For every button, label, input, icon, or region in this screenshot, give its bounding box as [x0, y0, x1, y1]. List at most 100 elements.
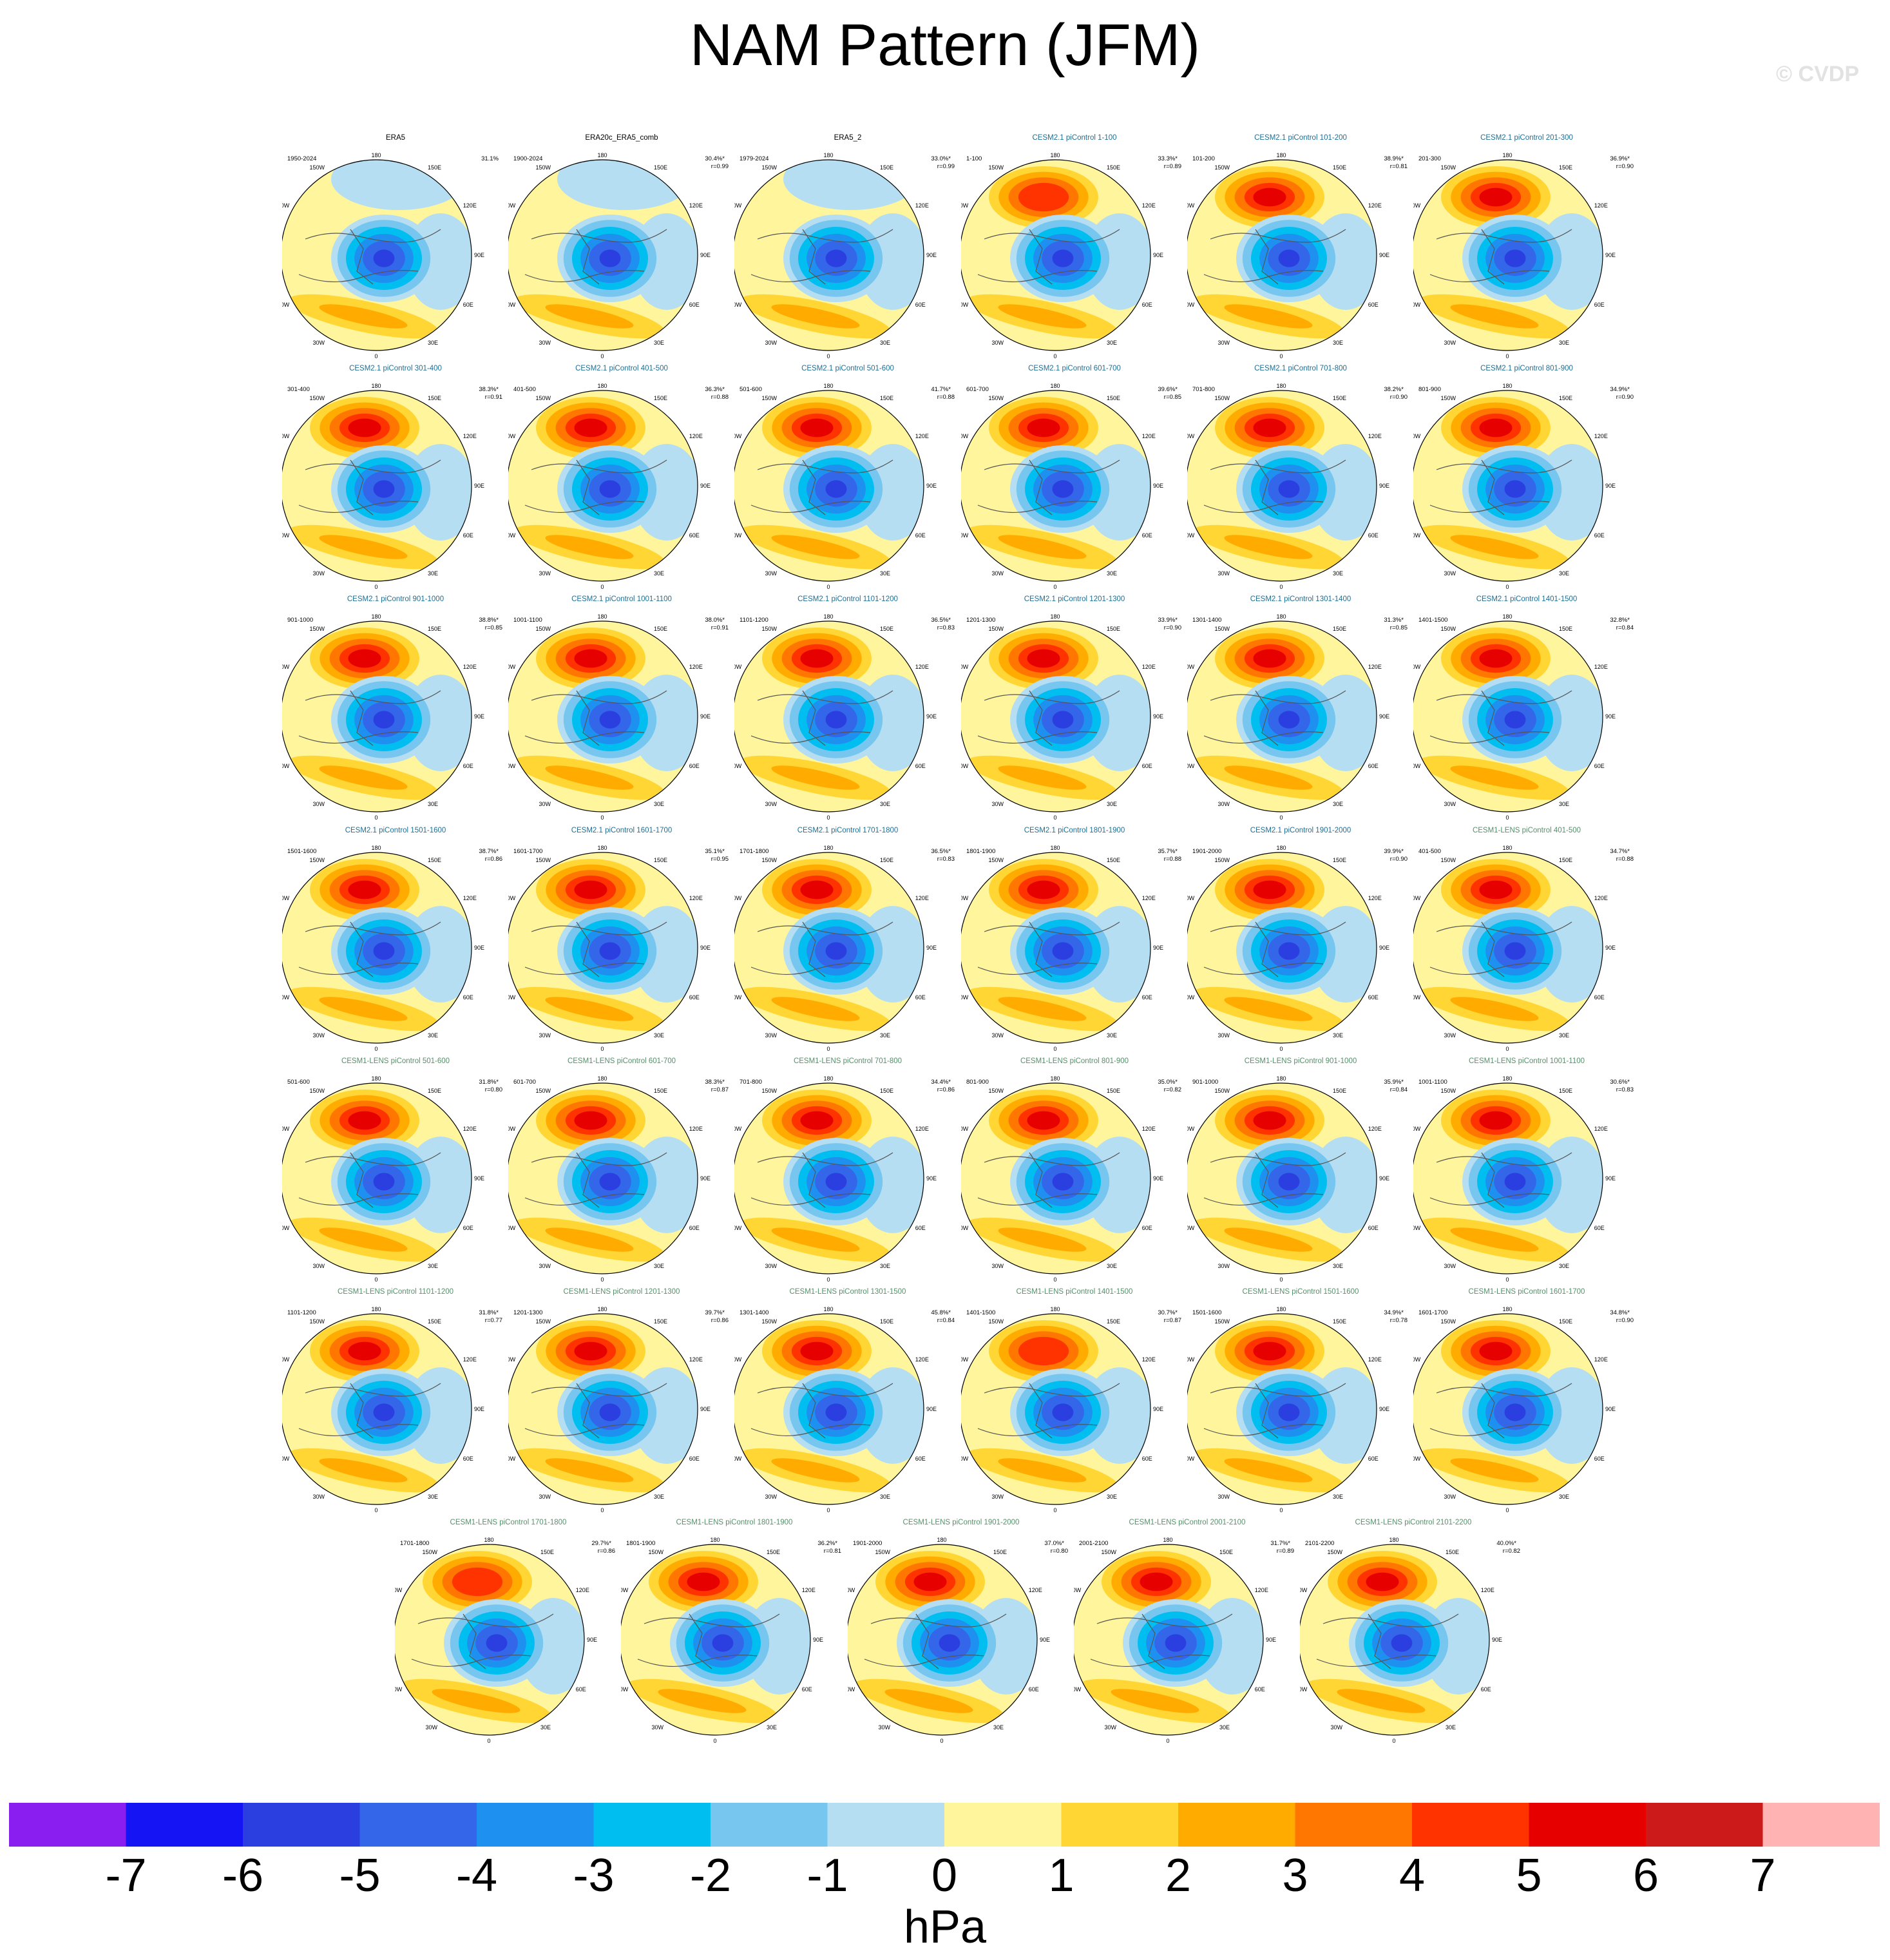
longitude-label: 30W — [312, 1263, 325, 1269]
map-rim — [282, 159, 472, 351]
panel-variance-explained: 36.5%* — [931, 848, 951, 855]
longitude-label: 120E — [802, 1587, 816, 1593]
longitude-label: 90E — [1379, 1406, 1389, 1412]
longitude-label: 120W — [1187, 895, 1195, 901]
longitude-label: 30E — [880, 1263, 890, 1269]
longitude-label: 60E — [689, 763, 700, 769]
longitude-label: 60E — [1142, 532, 1152, 539]
longitude-label: 120W — [282, 433, 290, 439]
coastline — [1203, 1152, 1346, 1208]
longitude-label: 60E — [1255, 1686, 1265, 1693]
panel-pattern-correlation: r=0.83 — [937, 624, 955, 631]
longitude-label: 150W — [1440, 1318, 1456, 1325]
panel-pattern-correlation: r=0.90 — [1163, 624, 1181, 631]
polar-map: 180090W90E150W150E120W120E60W60E30W30E — [1074, 1537, 1276, 1744]
map-panel: 180090W90E150W150E120W120E60W60E30W30ECE… — [1187, 365, 1414, 593]
pacific-high-contour — [1027, 880, 1060, 899]
map-rim — [508, 1082, 698, 1274]
longitude-label: 0 — [826, 1046, 830, 1052]
longitude-label: 0 — [374, 1276, 377, 1283]
longitude-label: 150W — [761, 395, 777, 401]
arctic-low-contour — [373, 480, 395, 498]
longitude-label: 0 — [1053, 1276, 1056, 1283]
polar-map: 180090W90E150W150E120W120E60W60E30W30E — [734, 383, 937, 590]
longitude-label: 180 — [484, 1537, 493, 1543]
colorbar-swatch — [477, 1803, 594, 1847]
map-rim — [1300, 1544, 1490, 1736]
longitude-label: 120W — [1187, 1356, 1195, 1363]
longitude-label: 30W — [1217, 1494, 1230, 1500]
longitude-label: 60W — [395, 1686, 403, 1693]
longitude-label: 150E — [428, 164, 441, 171]
longitude-label: 180 — [1502, 845, 1512, 851]
longitude-label: 150E — [428, 1318, 441, 1325]
map-panel: 180090W90E150W150E120W120E60W60E30W30ECE… — [961, 827, 1188, 1055]
map-panel: 180090W90E150W150E120W120E60W60E30W30ECE… — [848, 1519, 1074, 1747]
pacific-high-contour — [1366, 1572, 1399, 1591]
positive-anomaly-band-core — [319, 1458, 408, 1483]
longitude-label: 30E — [1333, 340, 1343, 346]
longitude-label: 150E — [1219, 1549, 1233, 1555]
panel-variance-explained: 34.8%* — [1610, 1309, 1630, 1316]
coastline — [637, 1613, 780, 1669]
longitude-label: 120W — [1187, 202, 1195, 209]
longitude-label: 90E — [474, 945, 484, 951]
longitude-label: 30W — [1444, 1263, 1456, 1269]
longitude-label: 30W — [1217, 1032, 1230, 1039]
panel-title: CESM1-LENS piControl 401-500 — [1472, 827, 1581, 834]
longitude-label: 60W — [1187, 1456, 1195, 1462]
panel-pattern-correlation: r=0.83 — [1616, 1086, 1634, 1093]
longitude-label: 180 — [1276, 152, 1286, 159]
map-panel: 180090W90E150W150E120W120E60W60E30W30ECE… — [1074, 1519, 1301, 1747]
panel-title: CESM1-LENS piControl 1001-1100 — [1468, 1057, 1585, 1065]
longitude-label: 30W — [765, 801, 777, 807]
arctic-low-contour — [1391, 1634, 1413, 1652]
longitude-label: 120W — [1187, 433, 1195, 439]
coastline — [524, 1152, 667, 1208]
panel-pattern-correlation: r=0.99 — [711, 163, 729, 170]
longitude-label: 150E — [1333, 395, 1346, 401]
longitude-label: 0 — [600, 584, 604, 590]
positive-anomaly-band-core — [319, 1227, 408, 1252]
longitude-label: 30E — [880, 1494, 890, 1500]
longitude-label: 120E — [689, 664, 703, 670]
longitude-label: 30E — [1333, 1263, 1343, 1269]
panel-variance-explained: 38.9%* — [1384, 155, 1404, 162]
longitude-label: 30W — [1217, 801, 1230, 807]
longitude-label: 120W — [961, 895, 969, 901]
panel-period: 601-700 — [513, 1079, 536, 1086]
longitude-label: 150E — [880, 395, 893, 401]
longitude-label: 120W — [1413, 1126, 1421, 1132]
longitude-label: 120W — [961, 202, 969, 209]
panel-title: CESM1-LENS piControl 1801-1900 — [676, 1519, 793, 1526]
pacific-high-contour — [1479, 880, 1513, 899]
panel-pattern-correlation: r=0.85 — [1163, 394, 1181, 401]
longitude-label: 150E — [1559, 1088, 1572, 1094]
polar-map: 180090W90E150W150E120W120E60W60E30W30E — [1300, 1537, 1502, 1744]
longitude-label: 120E — [689, 895, 703, 901]
panel-pattern-correlation: r=0.81 — [1389, 163, 1408, 170]
negative-anomaly-region — [557, 160, 692, 210]
longitude-label: 0 — [1392, 1738, 1395, 1744]
panel-period: 1401-1500 — [966, 1309, 996, 1316]
colorbar-tick-labels: -7 -6 -5 -4 -3 -2 -1 0 1 2 3 4 5 6 7 — [0, 1849, 1890, 1907]
panel-period: 101-200 — [1192, 155, 1215, 162]
positive-anomaly-band-core — [884, 1689, 973, 1713]
map-panel: 180090W90E150W150E120W120E60W60E30W30ECE… — [734, 365, 961, 593]
pacific-high-contour — [800, 1341, 834, 1361]
pacific-high-contour — [1140, 1572, 1173, 1591]
panel-pattern-correlation: r=0.84 — [1389, 1086, 1408, 1093]
pacific-high-contour — [1479, 1111, 1513, 1130]
arctic-low-contour — [373, 711, 395, 729]
positive-anomaly-band-core — [1224, 304, 1313, 329]
coastline — [1429, 690, 1572, 746]
longitude-label: 120E — [1368, 202, 1382, 209]
longitude-label: 90E — [474, 252, 484, 258]
longitude-label: 120E — [463, 895, 477, 901]
longitude-label: 120E — [463, 433, 477, 439]
map-panel: 180090W90E150W150E120W120E60W60E30W30ECE… — [1413, 1288, 1640, 1517]
longitude-label: 150E — [1107, 164, 1120, 171]
longitude-label: 0 — [826, 584, 830, 590]
panel-title: CESM1-LENS piControl 1501-1600 — [1242, 1288, 1359, 1296]
longitude-label: 120E — [915, 1356, 929, 1363]
